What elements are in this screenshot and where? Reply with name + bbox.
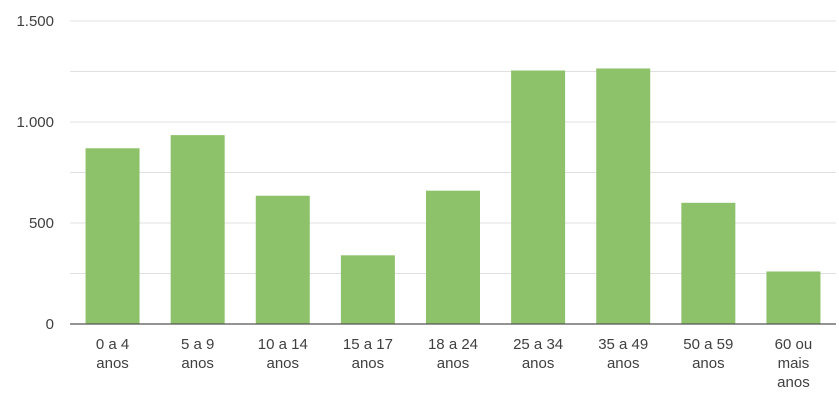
- bar: [255, 195, 310, 324]
- bars: [85, 68, 821, 325]
- bar: [426, 190, 480, 324]
- x-axis-ticks: 0 a 4 anos 5 a 9 anos 10 a 14 anos 15 a 17 anos…: [96, 336, 812, 391]
- x-tick-label: 10 a 14 anos: [258, 336, 308, 372]
- x-tick-label: 5 a 9 anos: [181, 336, 214, 372]
- y-tick-label: 1.000: [16, 114, 54, 131]
- x-tick-label: 50 a 59 anos: [683, 336, 733, 372]
- bar: [596, 68, 651, 324]
- bar: [511, 70, 566, 325]
- x-tick-label: 60 ou mais anos: [775, 336, 813, 391]
- y-axis-ticks: 0 500 1.000 1.500: [16, 13, 54, 333]
- x-tick-label: 15 a 17 anos: [343, 336, 393, 372]
- bar: [340, 255, 395, 324]
- bar: [170, 135, 225, 324]
- x-tick-label: 0 a 4 anos: [96, 336, 129, 372]
- bar: [681, 202, 736, 324]
- x-tick-label: 25 a 34 anos: [513, 336, 563, 372]
- bar: [766, 271, 821, 324]
- x-tick-label: 18 a 24 anos: [428, 336, 478, 372]
- y-tick-label: 1.500: [16, 13, 54, 30]
- y-tick-label: 0: [46, 316, 54, 333]
- y-tick-label: 500: [29, 215, 54, 232]
- bar: [85, 148, 140, 324]
- x-tick-label: 35 a 49 anos: [598, 336, 648, 372]
